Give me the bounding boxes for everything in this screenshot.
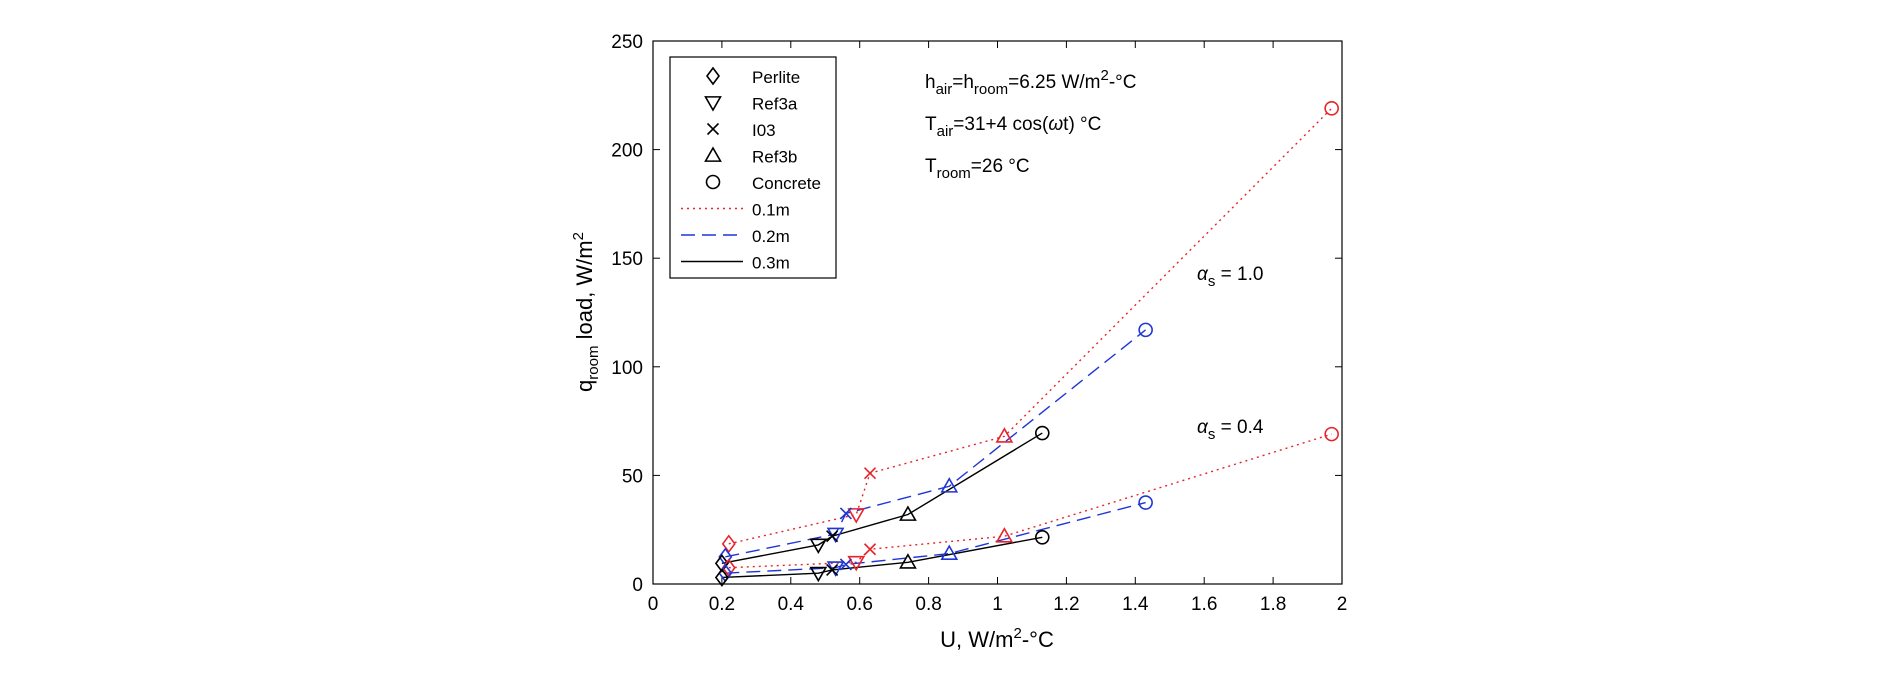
legend-label: 0.3m xyxy=(752,254,790,273)
legend-marker-triangle-down xyxy=(704,96,722,112)
y-tick-label: 50 xyxy=(622,466,643,487)
legend-marker-diamond xyxy=(706,66,720,86)
x-tick-label: 0.2 xyxy=(709,594,735,615)
data-point-triangle-up xyxy=(899,553,917,569)
x-tick-label: 1.8 xyxy=(1260,594,1286,615)
data-point-triangle-down xyxy=(809,566,828,583)
data-point-cross xyxy=(839,558,852,571)
data-point-diamond xyxy=(721,534,736,554)
x-tick-label: 0.6 xyxy=(846,594,872,615)
series-line xyxy=(725,501,1146,574)
x-tick-label: 1.2 xyxy=(1053,594,1079,615)
legend-box xyxy=(669,56,837,279)
data-markers xyxy=(714,101,1339,587)
data-point-circle xyxy=(1138,495,1153,510)
annotation-troom: Troom=26 °C xyxy=(925,156,1030,182)
x-tick-label: 1.4 xyxy=(1122,594,1149,615)
y-tick-label: 200 xyxy=(611,141,643,162)
data-point-cross xyxy=(863,543,877,556)
y-tick-label: 100 xyxy=(611,358,643,379)
data-point-circle xyxy=(1324,101,1339,116)
data-point-triangle-up xyxy=(899,505,917,521)
data-point-triangle-down xyxy=(809,538,828,555)
x-tick-label: 0 xyxy=(648,594,659,615)
legend-marker-cross xyxy=(706,122,720,136)
legend-label: Ref3b xyxy=(752,148,797,167)
legend-label: 0.2m xyxy=(752,227,790,246)
legend-label: 0.1m xyxy=(752,201,790,220)
legend-marker-triangle-up xyxy=(704,146,722,162)
legend: Perlite Ref3a I03 Ref3b Concrete 0.1m 0.2m 0.3m xyxy=(669,56,837,279)
data-point-diamond xyxy=(714,568,729,587)
data-point-triangle-up xyxy=(995,427,1014,443)
x-tick-label: 0.4 xyxy=(778,594,805,615)
data-point-circle xyxy=(1034,530,1050,545)
data-point-cross xyxy=(863,467,877,480)
x-tick-label: 2 xyxy=(1337,594,1348,615)
series-line xyxy=(728,433,1332,569)
data-point-cross xyxy=(826,563,839,576)
y-axis-label: qroom load, W/m2 xyxy=(570,232,602,392)
annotation-alpha-high: αs = 1.0 xyxy=(1197,264,1263,290)
data-point-diamond xyxy=(714,554,729,573)
annotation-h: hair=hroom=6.25 W/m2-°C xyxy=(925,67,1137,98)
x-tick-label: 1.6 xyxy=(1191,594,1217,615)
x-tick-label: 1 xyxy=(992,594,1003,615)
data-point-triangle-down xyxy=(847,555,866,572)
legend-label: Perlite xyxy=(752,68,800,87)
legend-label: Concrete xyxy=(752,174,821,193)
legend-items: Perlite Ref3a I03 Ref3b Concrete 0.1m 0.2m 0.3m xyxy=(681,66,821,273)
data-point-circle xyxy=(1138,322,1153,338)
data-point-triangle-up xyxy=(940,477,959,493)
data-point-triangle-down xyxy=(847,508,866,524)
data-point-circle xyxy=(1324,426,1339,442)
legend-label: Ref3a xyxy=(752,95,798,114)
legend-marker-circle xyxy=(705,174,721,190)
y-tick-label: 150 xyxy=(611,249,643,270)
annotation-tair: Tair=31+4 cos(ωt) °C xyxy=(925,114,1101,140)
y-tick-label: 0 xyxy=(632,575,643,596)
data-point-cross xyxy=(839,507,852,520)
data-point-cross xyxy=(826,530,839,543)
annotation-alpha-low: αs = 0.4 xyxy=(1197,417,1264,443)
x-axis-label: U, W/m2-°C xyxy=(940,625,1054,652)
axis-ticks: 0 0.2 0.4 0.6 0.8 1 1.2 1.4 1.6 1.8 2 0 50 100 150 200 2… xyxy=(611,32,1347,615)
data-point-circle xyxy=(1034,425,1050,441)
y-tick-label: 250 xyxy=(611,32,643,53)
data-point-triangle-up xyxy=(995,527,1014,543)
data-point-triangle-up xyxy=(940,544,959,561)
x-tick-label: 0.8 xyxy=(915,594,941,615)
legend-label: I03 xyxy=(752,121,776,140)
